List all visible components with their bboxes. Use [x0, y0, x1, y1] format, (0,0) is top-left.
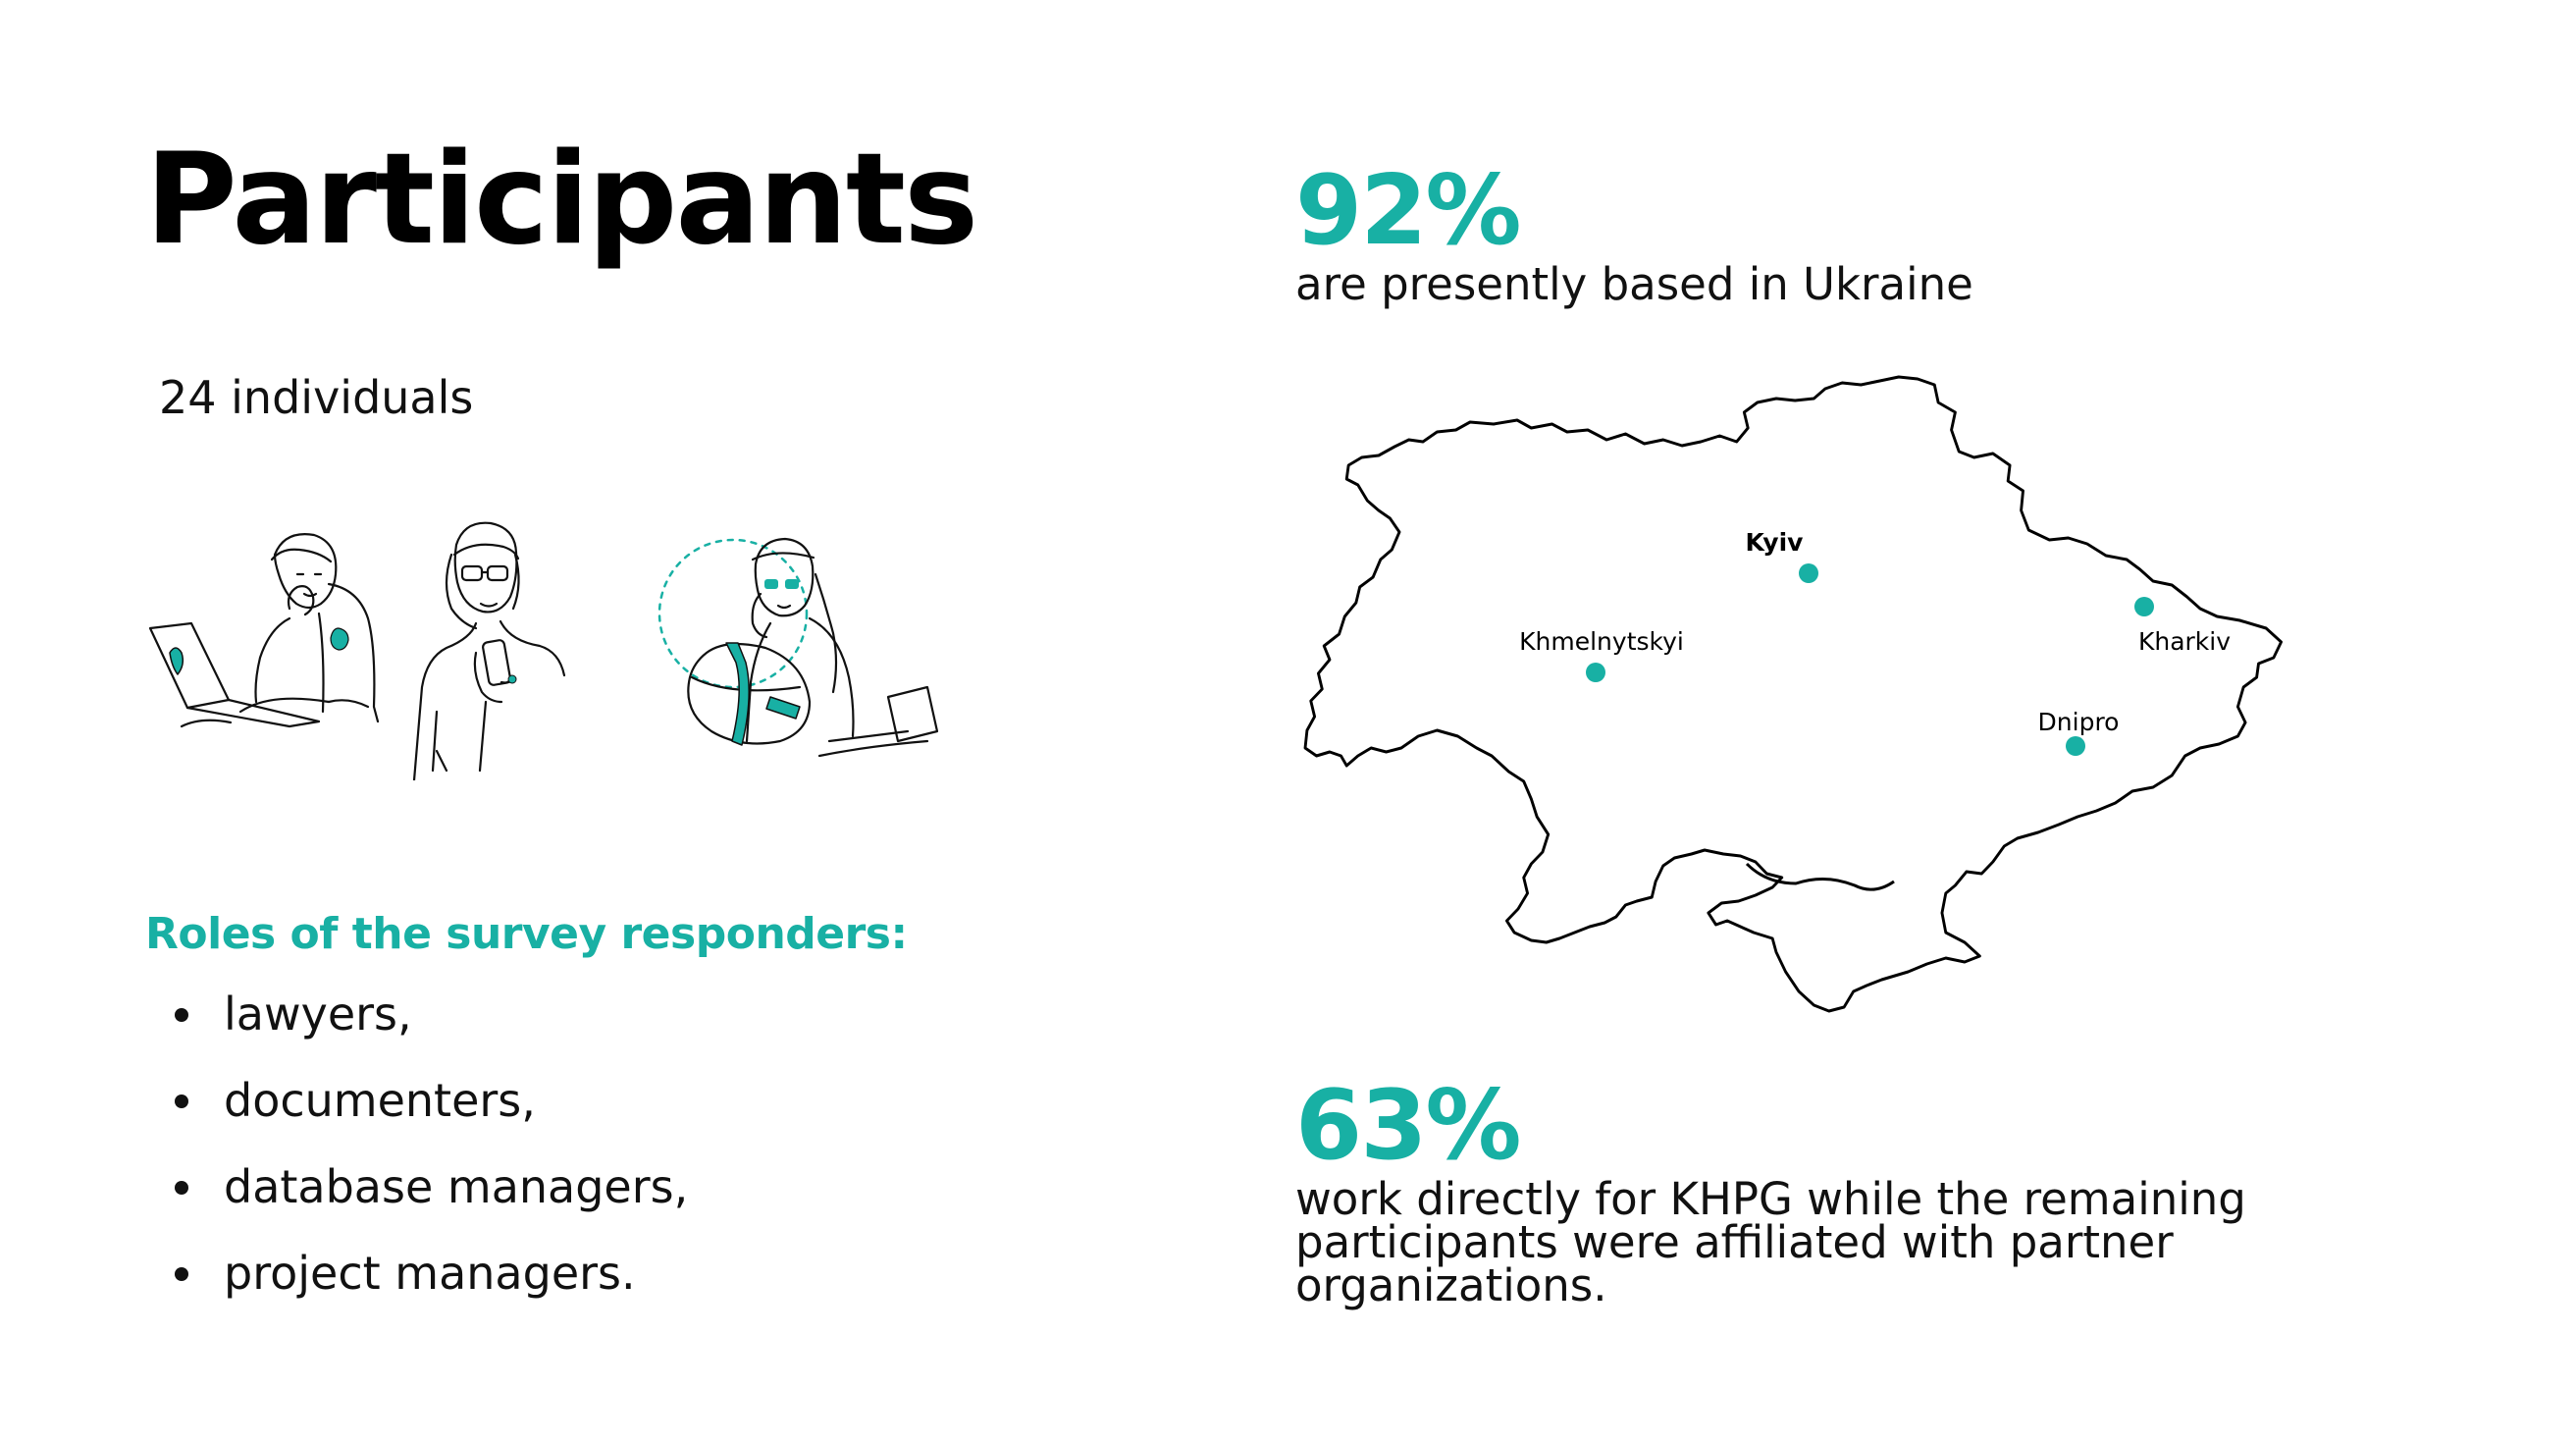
roles-list: lawyers, documenters, database managers,…: [145, 991, 688, 1337]
person-with-phone-illustration: [412, 521, 566, 780]
stat-value: 63%: [1295, 1070, 1522, 1182]
bullet-icon: [175, 1008, 188, 1022]
bullet-icon: [175, 1267, 188, 1281]
city-label: Kyiv: [1746, 528, 1804, 557]
city-kharkiv: Kharkiv: [2134, 597, 2231, 656]
roles-heading: Roles of the survey responders:: [145, 909, 908, 959]
city-khmelnytskyi: Khmelnytskyi: [1519, 627, 1684, 682]
city-label: Kharkiv: [2138, 627, 2231, 656]
city-marker: [2134, 597, 2154, 616]
ukraine-map: Kyiv Khmelnytskyi Kharkiv Dnipro: [1303, 375, 2284, 1013]
city-label: Dnipro: [2038, 708, 2120, 736]
city-dnipro: Dnipro: [2038, 708, 2120, 756]
city-label: Khmelnytskyi: [1519, 627, 1684, 656]
stat-description: are presently based in Ukraine: [1295, 258, 1973, 310]
participants-illustrations: [148, 521, 939, 780]
ukraine-outline: [1303, 375, 2284, 1013]
list-item: documenters,: [145, 1078, 688, 1164]
stat-based-in-ukraine: 92% are presently based in Ukraine: [1295, 163, 1973, 306]
city-marker: [2066, 736, 2085, 756]
role-label: lawyers,: [224, 988, 412, 1041]
list-item: database managers,: [145, 1164, 688, 1251]
crimea-coast: [1745, 862, 1895, 891]
bullet-icon: [175, 1095, 188, 1108]
city-marker: [1799, 563, 1818, 583]
city-marker: [1586, 663, 1605, 682]
bullet-icon: [175, 1181, 188, 1195]
list-item: project managers.: [145, 1251, 688, 1337]
stat-value: 92%: [1295, 155, 1522, 267]
person-on-call-illustration: [657, 537, 939, 758]
role-label: project managers.: [224, 1247, 636, 1300]
list-item: lawyers,: [145, 991, 688, 1078]
person-with-laptop-illustration: [148, 533, 380, 728]
role-label: database managers,: [224, 1160, 689, 1213]
stat-work-for-khpg: 63% work directly for KHPG while the rem…: [1295, 1078, 2375, 1308]
role-label: documenters,: [224, 1074, 536, 1127]
participants-count: 24 individuals: [159, 371, 474, 424]
page-title: Participants: [145, 127, 978, 273]
stat-description: work directly for KHPG while the remaini…: [1295, 1173, 2246, 1311]
city-kyiv: Kyiv: [1746, 528, 1818, 583]
